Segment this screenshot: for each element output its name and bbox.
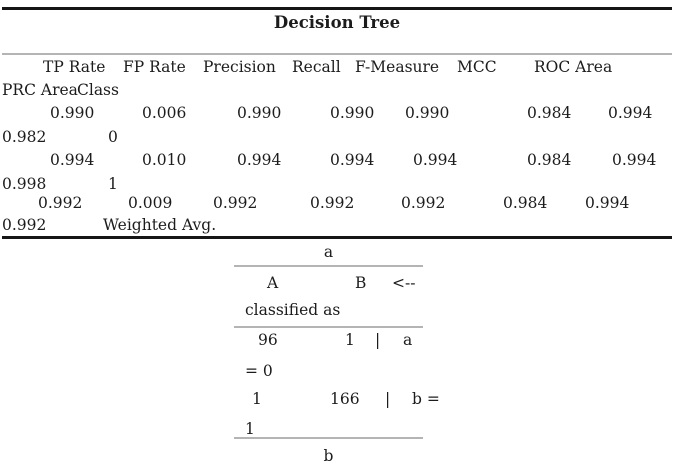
cell-row2-class: Weighted Avg.: [103, 216, 217, 234]
header-recall: Recall: [292, 58, 341, 76]
cell-row0-precision: 0.990: [237, 104, 282, 122]
cell-row2-precision: 0.992: [213, 194, 258, 212]
cell-row1-f-measure: 0.994: [413, 151, 458, 169]
cm-rule-bottom: [234, 437, 423, 439]
cell-row2-mcc: 0.984: [503, 194, 548, 212]
cm-bottom-label: b: [323, 447, 334, 465]
cell-row1-tp-rate: 0.994: [50, 151, 95, 169]
cell-row1-precision: 0.994: [237, 151, 282, 169]
cm-rule-middle: [234, 326, 423, 328]
cm-row1-label: b =: [412, 390, 440, 408]
cm-row0-separator: |: [375, 331, 381, 349]
table-top-rule: [2, 7, 672, 10]
cell-row1-roc-area: 0.994: [612, 151, 657, 169]
header-prc-area: PRC Area: [2, 81, 78, 99]
table-bottom-rule: [2, 236, 672, 239]
cell-row2-roc-area: 0.994: [585, 194, 630, 212]
cm-classified-as: classified as: [245, 301, 341, 319]
cm-row0-label: a: [403, 331, 413, 349]
header-tp-rate: TP Rate: [43, 58, 106, 76]
cell-row2-recall: 0.992: [310, 194, 355, 212]
cell-row0-f-measure: 0.990: [405, 104, 450, 122]
cell-row2-tp-rate: 0.992: [38, 194, 83, 212]
cell-row2-prc-area: 0.992: [2, 216, 47, 234]
cell-row0-class: 0: [108, 128, 118, 146]
cm-col-header-a: A: [267, 274, 279, 292]
cell-row0-prc-area: 0.982: [2, 128, 47, 146]
table-title: Decision Tree: [273, 13, 401, 32]
cell-row0-tp-rate: 0.990: [50, 104, 95, 122]
cm-rule-top: [234, 265, 423, 267]
cell-row2-f-measure: 0.992: [401, 194, 446, 212]
cell-row1-prc-area: 0.998: [2, 175, 47, 193]
cell-row0-mcc: 0.984: [527, 104, 572, 122]
cell-row0-fp-rate: 0.006: [142, 104, 187, 122]
header-class: Class: [77, 81, 119, 99]
header-f-measure: F-Measure: [355, 58, 440, 76]
header-mcc: MCC: [457, 58, 497, 76]
cell-row1-mcc: 0.984: [527, 151, 572, 169]
cell-row1-recall: 0.994: [330, 151, 375, 169]
cell-row2-fp-rate: 0.009: [128, 194, 173, 212]
cm-row0-count-a: 96: [258, 331, 278, 349]
cm-row0-count-b: 1: [345, 331, 355, 349]
cm-row1-count-b: 166: [330, 390, 360, 408]
cm-arrow: <--: [392, 274, 416, 292]
cm-top-label: a: [323, 243, 334, 261]
cm-row0-label-wrap: = 0: [245, 362, 273, 380]
cell-row1-class: 1: [108, 175, 118, 193]
cm-row1-label-wrap: 1: [245, 420, 255, 438]
header-roc-area: ROC Area: [534, 58, 613, 76]
table-header-rule: [2, 53, 672, 55]
cell-row1-fp-rate: 0.010: [142, 151, 187, 169]
header-precision: Precision: [203, 58, 276, 76]
cell-row0-roc-area: 0.994: [608, 104, 653, 122]
cm-col-header-b: B: [355, 274, 367, 292]
cm-row1-count-a: 1: [252, 390, 262, 408]
cell-row0-recall: 0.990: [330, 104, 375, 122]
header-fp-rate: FP Rate: [123, 58, 186, 76]
cm-row1-separator: |: [385, 390, 391, 408]
